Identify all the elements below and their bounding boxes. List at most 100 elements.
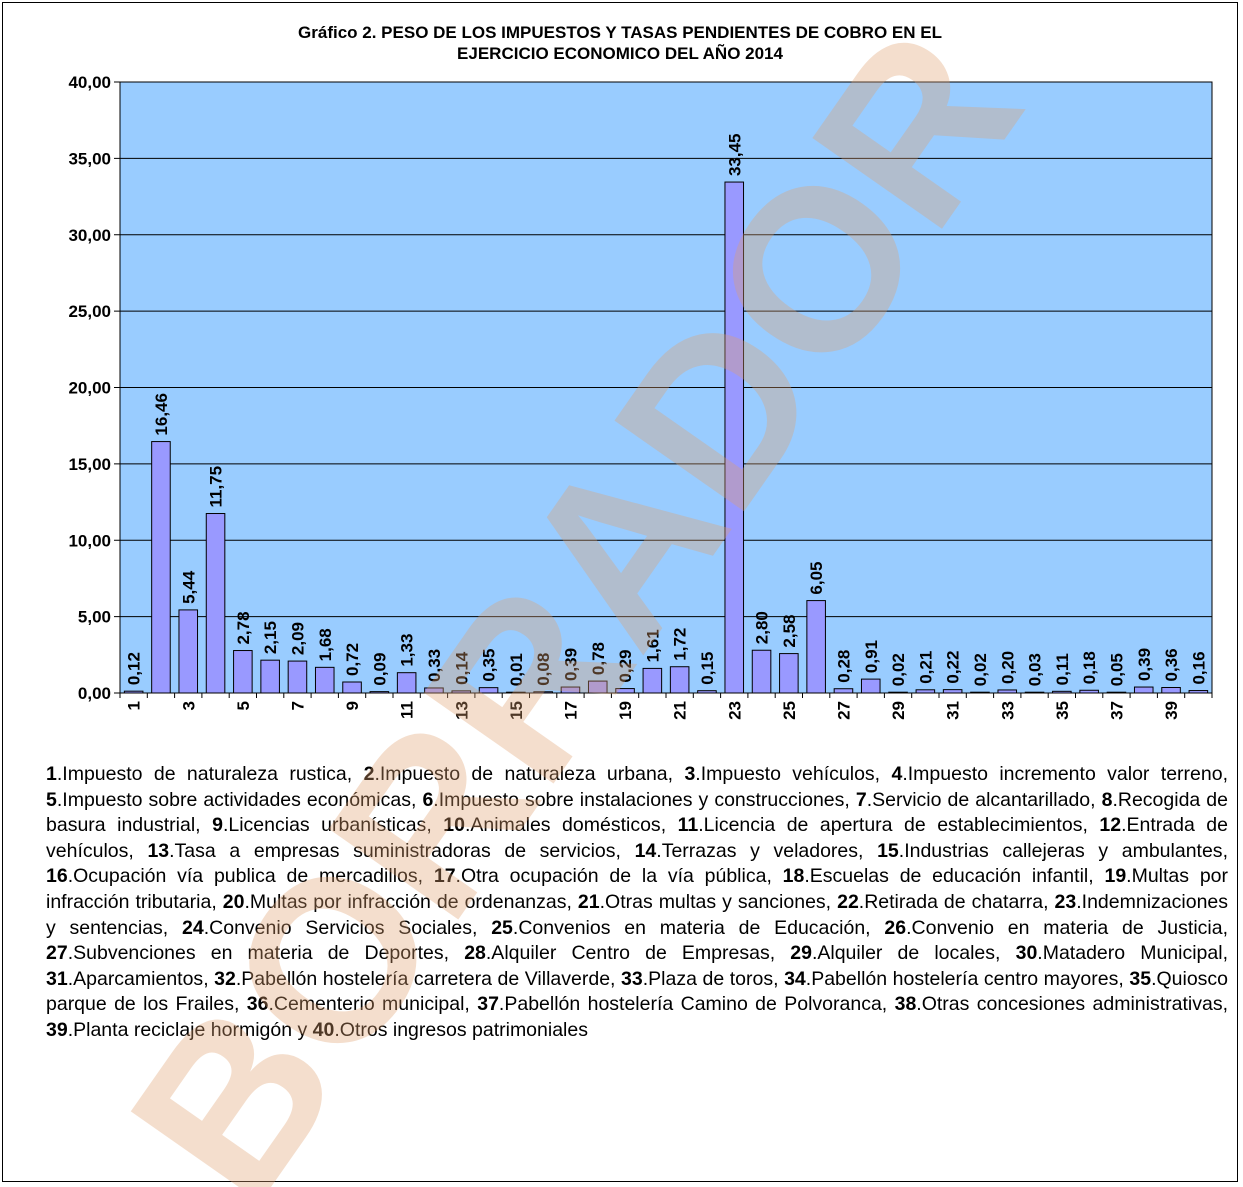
data-label: 0,39 bbox=[561, 648, 580, 681]
gridlines bbox=[120, 81, 1212, 694]
data-label: 0,11 bbox=[1053, 653, 1072, 685]
legend-number: 3 bbox=[684, 763, 696, 785]
legend-number: 33 bbox=[621, 967, 643, 990]
legend-number: 28 bbox=[464, 942, 486, 965]
legend-text: .Subvenciones en materia de Deportes bbox=[67, 942, 444, 965]
y-tick-label: 5,00 bbox=[78, 608, 111, 627]
legend-number: 7 bbox=[855, 788, 867, 811]
data-label: 0,29 bbox=[616, 649, 635, 682]
legend-text: .Multas por infracción tributaria bbox=[46, 865, 1228, 913]
legend-text: .Convenio Servicios Sociales bbox=[203, 916, 472, 939]
legend-text: .Otros ingresos patrimoniales bbox=[334, 1018, 588, 1041]
bar bbox=[396, 672, 417, 694]
data-label: 0,15 bbox=[698, 652, 717, 685]
x-tick-label: 35 bbox=[1053, 701, 1072, 720]
data-label: 2,78 bbox=[234, 611, 253, 644]
bar bbox=[478, 687, 499, 694]
legend-text: .Pabellón hostelería centro mayores bbox=[805, 967, 1119, 990]
bar bbox=[642, 667, 663, 694]
bar bbox=[424, 687, 444, 694]
bar bbox=[123, 690, 144, 694]
bar bbox=[1161, 687, 1181, 694]
data-label: 0,14 bbox=[452, 651, 471, 685]
legend-text: .Matadero Municipal bbox=[1037, 942, 1223, 965]
x-tick-label: 27 bbox=[834, 701, 853, 720]
data-label: 0,39 bbox=[1135, 648, 1154, 681]
legend-number: 32 bbox=[214, 967, 236, 990]
data-label: 2,09 bbox=[288, 622, 307, 655]
x-tick-label: 7 bbox=[288, 701, 307, 710]
bar bbox=[1133, 686, 1154, 694]
legend-number: 18 bbox=[782, 865, 805, 888]
legend-number: 10 bbox=[443, 814, 465, 837]
legend-number: 29 bbox=[790, 942, 812, 965]
legend-number: 1 bbox=[46, 763, 57, 785]
data-label: 0,05 bbox=[1107, 653, 1126, 686]
bar bbox=[287, 660, 308, 694]
legend-text: .Impuesto de naturaleza rustica bbox=[56, 763, 347, 785]
x-tick-label: 5 bbox=[234, 701, 253, 710]
data-label: 0,72 bbox=[343, 643, 362, 676]
legend-text: .Escuelas de educación infantil bbox=[804, 865, 1089, 888]
x-tick-label: 15 bbox=[507, 701, 526, 720]
bar bbox=[970, 691, 990, 694]
legend-text: .Pabellón hostelería Camino de Polvoranc… bbox=[498, 993, 882, 1016]
bar bbox=[205, 513, 226, 694]
bar bbox=[233, 650, 253, 694]
legend-text: .Impuesto de naturaleza urbana bbox=[374, 763, 668, 785]
data-label: 0,28 bbox=[834, 650, 853, 683]
legend-number: 17 bbox=[433, 865, 456, 888]
y-tick-label: 15,00 bbox=[68, 455, 111, 474]
bar bbox=[724, 181, 745, 694]
data-label: 6,05 bbox=[807, 561, 826, 594]
data-label: 1,68 bbox=[316, 628, 335, 661]
data-label: 5,44 bbox=[179, 570, 198, 604]
legend-text: .Pabellón hostelería carretera de Villav… bbox=[235, 967, 611, 990]
bar bbox=[1106, 691, 1127, 694]
data-label: 0,78 bbox=[589, 642, 608, 675]
bar bbox=[560, 686, 581, 694]
data-label: 0,02 bbox=[889, 653, 908, 686]
bar bbox=[806, 600, 826, 694]
bar bbox=[260, 659, 280, 694]
bar bbox=[451, 690, 472, 694]
data-label: 0,21 bbox=[916, 651, 935, 684]
legend-text: .Animales domésticos bbox=[464, 814, 661, 837]
data-labels: 0,12 16,46 5,44 11,75 2,78 2,15 2,09 1,68 0,72 0,… bbox=[125, 134, 1209, 687]
bar bbox=[533, 691, 553, 694]
bar bbox=[860, 678, 881, 694]
data-label: 0,09 bbox=[370, 653, 389, 686]
bar bbox=[942, 689, 963, 694]
x-tick-label: 11 bbox=[398, 701, 417, 719]
data-label: 0,22 bbox=[944, 651, 963, 684]
bar bbox=[615, 688, 635, 694]
legend-number: 37 bbox=[477, 993, 499, 1016]
data-label: 11,75 bbox=[207, 466, 226, 508]
legend-number: 15 bbox=[877, 839, 899, 862]
x-tick-label: 29 bbox=[889, 701, 908, 720]
legend-text: .Licencia de apertura de establecimiento… bbox=[698, 814, 1083, 837]
legend-text: .Alquiler Centro de Empresas bbox=[485, 942, 770, 965]
data-label: 1,61 bbox=[643, 629, 662, 662]
legend-number: 8 bbox=[1101, 788, 1113, 811]
y-tick-label: 25,00 bbox=[68, 302, 111, 321]
data-label: 0,35 bbox=[480, 649, 499, 682]
legend-number: 11 bbox=[677, 814, 699, 837]
data-label: 0,12 bbox=[125, 652, 144, 685]
data-label: 33,45 bbox=[725, 134, 744, 177]
data-label: 0,16 bbox=[1189, 651, 1208, 684]
data-label: 2,15 bbox=[261, 621, 280, 654]
legend-number: 16 bbox=[46, 865, 68, 888]
data-label: 16,46 bbox=[152, 393, 171, 436]
legend-number: 38 bbox=[894, 993, 917, 1016]
bar bbox=[888, 691, 908, 694]
bar bbox=[779, 653, 799, 694]
data-label: 1,72 bbox=[671, 628, 690, 661]
x-tick-label: 17 bbox=[561, 701, 580, 720]
legend-text: .Planta reciclaje hormigón bbox=[67, 1018, 293, 1041]
legend-text: .Otras concesiones administrativas bbox=[916, 993, 1223, 1016]
legend-number: 5 bbox=[46, 788, 57, 811]
data-label: 0,33 bbox=[425, 649, 444, 682]
y-tick-label: 30,00 bbox=[68, 226, 111, 245]
legend-text: .Licencias urbanísticas bbox=[222, 814, 427, 837]
